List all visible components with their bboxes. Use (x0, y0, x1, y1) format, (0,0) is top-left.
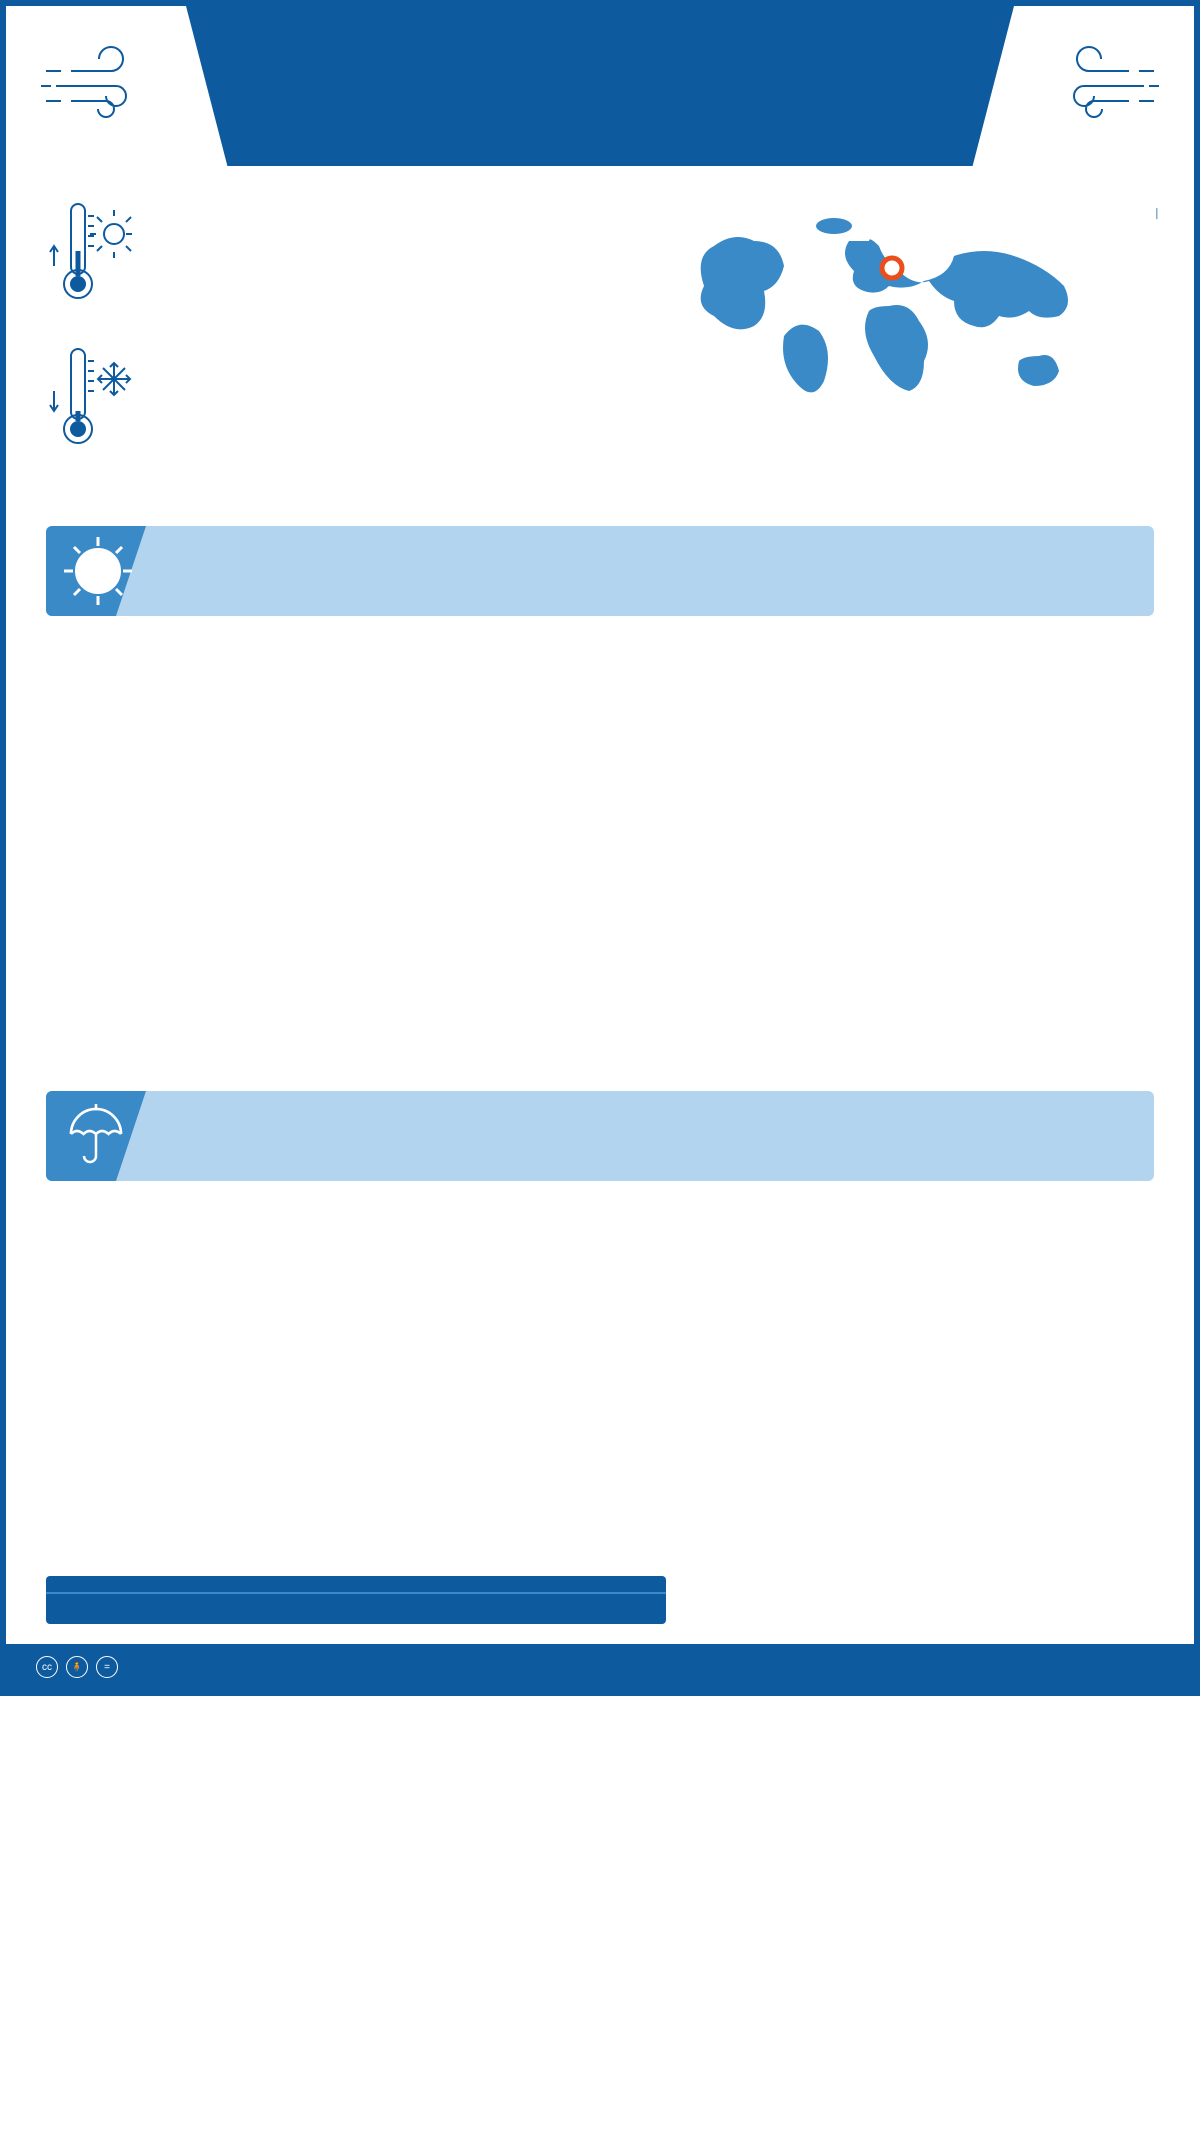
coordinates: — (1149, 196, 1164, 220)
nd-icon: = (96, 1656, 118, 1678)
hottest-fact (46, 196, 644, 311)
precipitation-chart (46, 1211, 666, 1556)
title-banner (186, 6, 1014, 166)
temperature-content (6, 616, 1194, 1041)
coldest-fact (46, 341, 644, 456)
chance-title (46, 1576, 666, 1594)
header (6, 6, 1194, 166)
wind-icon-left (6, 6, 186, 166)
thermometer-cold-icon (46, 341, 136, 456)
umbrella-icon (61, 1099, 131, 1174)
thermometer-hot-icon (46, 196, 136, 311)
precipitation-chance-box (46, 1576, 666, 1624)
precipitation-content (6, 1181, 1194, 1644)
cc-icon: cc (36, 1656, 58, 1678)
by-icon: 🧍 (66, 1656, 88, 1678)
temperature-section-header (46, 526, 1154, 616)
wind-icon-right (1014, 6, 1194, 166)
temperature-chart (46, 646, 666, 1011)
intro-section: — (6, 166, 1194, 506)
precipitation-section-header (46, 1091, 1154, 1181)
page: — (0, 0, 1200, 1696)
sun-icon (61, 534, 136, 614)
footer: cc 🧍 = (6, 1644, 1194, 1690)
world-map (674, 196, 1114, 436)
